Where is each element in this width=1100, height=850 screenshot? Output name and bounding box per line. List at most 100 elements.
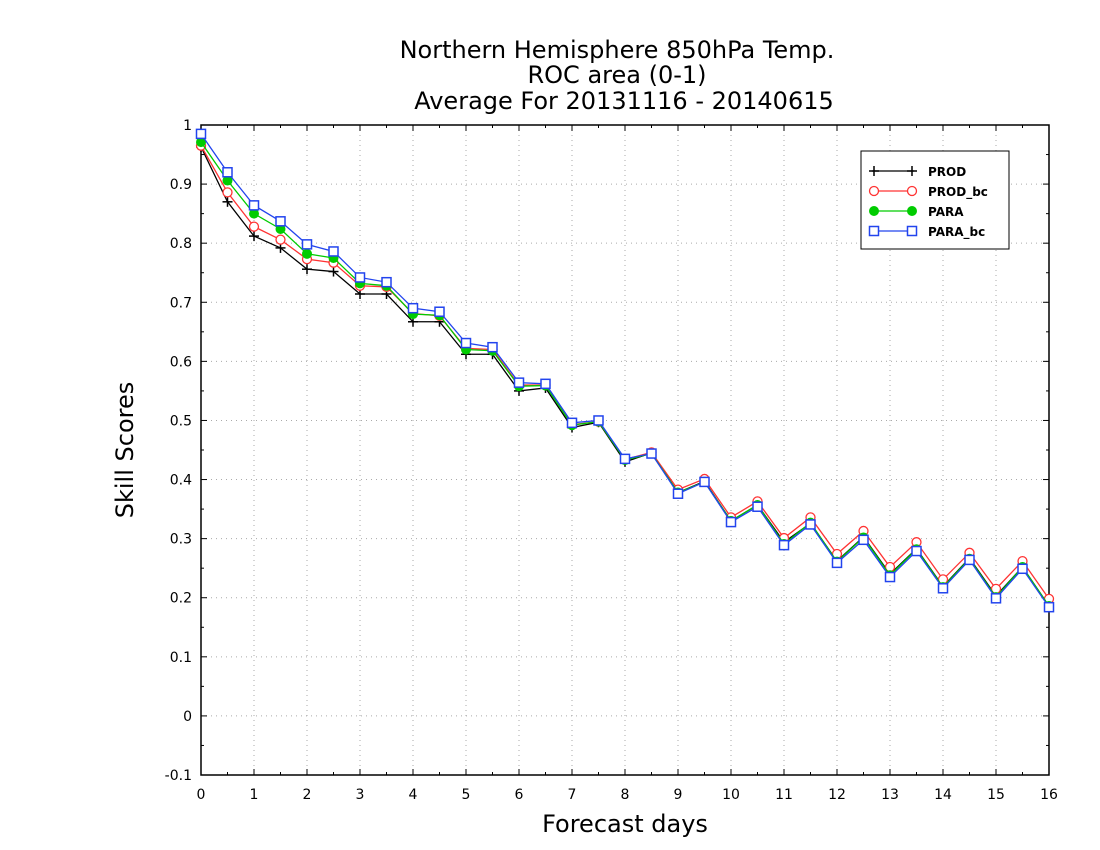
data-point-para-bc (513, 377, 525, 388)
x-tick-label: 16 (1040, 787, 1058, 803)
legend-marker (907, 166, 917, 176)
x-tick-label: 14 (934, 787, 952, 803)
x-axis-title: Forecast days (542, 810, 708, 838)
y-tick-label: 0.2 (170, 591, 192, 607)
y-tick-label: -0.1 (165, 768, 192, 784)
legend-marker (869, 206, 879, 216)
data-point-para-bc (990, 593, 1002, 604)
data-point-para-bc (884, 571, 896, 583)
data-point-para-bc (328, 246, 339, 257)
data-point-para-bc (460, 337, 472, 349)
y-tick-label: 0.3 (170, 532, 192, 548)
series-para-bc (195, 128, 1055, 613)
legend-marker (868, 225, 880, 237)
data-point-para-bc (566, 417, 578, 429)
data-point-para-bc (1017, 563, 1028, 575)
data-point-para-bc (248, 200, 260, 211)
data-point-para-bc (195, 128, 207, 140)
legend-marker (868, 185, 880, 197)
x-tick-label: 0 (197, 787, 206, 803)
y-tick-label: 0.7 (170, 295, 192, 311)
legend: PROD PROD_bc PARA PARA_bc (860, 150, 1010, 250)
data-point-para-bc (301, 239, 313, 250)
y-axis: 1 0.9 0.8 0.7 0.6 0.5 0.4 0.3 0.2 0.1 0 -0.1 (165, 118, 1049, 784)
x-tick-label: 15 (987, 787, 1005, 803)
legend-box (860, 150, 1010, 250)
data-point-para-bc (911, 545, 922, 557)
y-tick-label: 0.1 (170, 650, 192, 666)
y-tick-label: 0.9 (170, 177, 192, 193)
data-point-para-bc (593, 415, 604, 426)
data-point-para-bc (646, 448, 657, 459)
x-tick-label: 1 (250, 787, 259, 803)
data-point-para-bc (1043, 601, 1055, 613)
x-tick-label: 7 (568, 787, 577, 803)
y-tick-label: 0 (183, 709, 192, 725)
legend-marker (869, 166, 879, 176)
data-point-prod (328, 266, 339, 277)
data-point-para (302, 248, 312, 259)
y-tick-label: 0.8 (170, 236, 192, 252)
data-point-prod-bc (275, 234, 286, 245)
x-tick-label: 10 (722, 787, 740, 803)
legend-marker (906, 185, 918, 197)
data-point-para-bc (222, 167, 233, 178)
x-axis: 0 1 2 3 4 5 6 7 8 9 10 11 12 13 14 15 16 (197, 125, 1058, 803)
data-point-para-bc (407, 302, 419, 314)
data-point-para-bc (699, 476, 710, 488)
x-tick-label: 9 (674, 787, 683, 803)
chart-title-line-1: Northern Hemisphere 850hPa Temp. (400, 36, 835, 64)
x-tick-label: 3 (356, 787, 365, 803)
chart-title: Northern Hemisphere 850hPa Temp. ROC are… (400, 36, 835, 115)
x-tick-label: 8 (621, 787, 630, 803)
x-tick-label: 6 (515, 787, 524, 803)
data-point-para-bc (752, 501, 763, 512)
series-layer (195, 128, 1055, 613)
data-point-para-bc (964, 554, 975, 566)
x-tick-label: 11 (775, 787, 793, 803)
x-tick-label: 13 (881, 787, 899, 803)
x-tick-label: 2 (303, 787, 312, 803)
data-point-para-bc (381, 276, 392, 288)
y-tick-label: 0.6 (170, 354, 192, 370)
legend-label: PARA_bc (928, 225, 985, 240)
y-tick-label: 0.4 (170, 473, 192, 489)
legend-item-prod-bc: PROD_bc (868, 185, 988, 200)
x-tick-label: 12 (828, 787, 846, 803)
data-point-prod-bc (248, 221, 260, 232)
chart-title-line-2: ROC area (0-1) (527, 61, 706, 89)
data-point-para-bc (937, 583, 949, 594)
y-axis-title: Skill Scores (111, 382, 139, 519)
legend-item-prod: PROD (869, 165, 966, 179)
data-point-para-bc (619, 453, 631, 465)
data-point-para-bc (725, 516, 737, 528)
data-point-para-bc (778, 539, 790, 551)
data-point-para-bc (434, 306, 445, 317)
data-point-para-bc (275, 216, 286, 227)
legend-item-para: PARA (869, 205, 964, 219)
y-tick-label: 0.5 (170, 413, 192, 429)
data-point-para-bc (858, 534, 869, 546)
x-tick-label: 4 (409, 787, 418, 803)
data-point-para-bc (672, 488, 684, 499)
data-point-prod-bc (222, 187, 233, 198)
grid-lines (201, 125, 1049, 775)
data-point-prod (249, 231, 259, 242)
legend-marker (906, 225, 918, 237)
data-point-para-bc (831, 557, 843, 569)
data-point-para-bc (540, 378, 551, 390)
legend-label: PROD (928, 165, 966, 179)
legend-item-para-bc: PARA_bc (868, 225, 985, 240)
data-point-prod (302, 264, 312, 275)
data-point-para-bc (805, 519, 816, 530)
y-tick-label: 1 (183, 118, 192, 134)
legend-label: PARA (928, 205, 964, 219)
chart-title-line-3: Average For 20131116 - 20140615 (414, 87, 834, 115)
data-point-para-bc (354, 272, 366, 283)
legend-marker (907, 206, 917, 216)
legend-label: PROD_bc (928, 185, 988, 200)
x-tick-label: 5 (462, 787, 471, 803)
data-point-para-bc (487, 341, 498, 353)
data-point-prod (222, 196, 233, 207)
